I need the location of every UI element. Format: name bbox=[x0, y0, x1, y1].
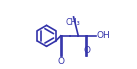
Text: OH: OH bbox=[96, 31, 110, 40]
Text: O: O bbox=[58, 57, 65, 66]
Text: O: O bbox=[83, 46, 90, 55]
Text: CH₃: CH₃ bbox=[65, 18, 80, 27]
